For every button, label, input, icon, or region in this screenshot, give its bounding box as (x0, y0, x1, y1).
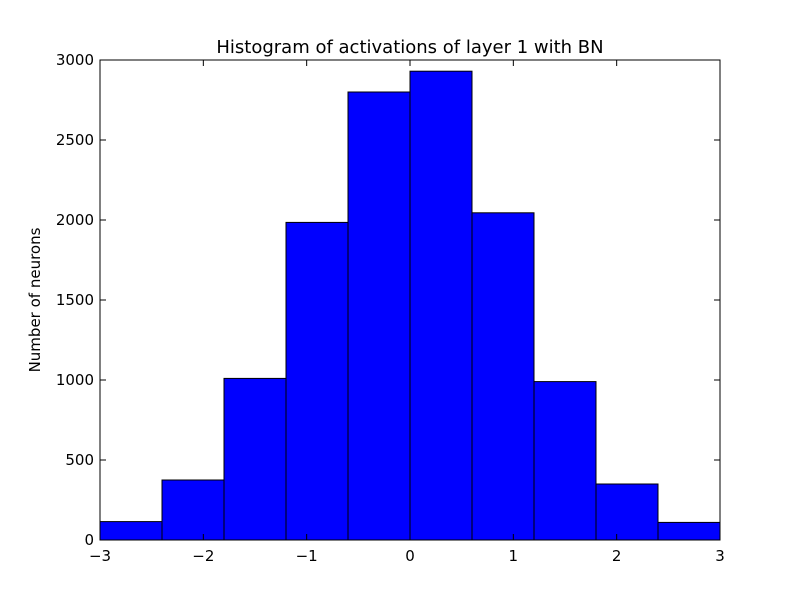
bars-group (99, 70, 721, 541)
histogram-bar (347, 91, 411, 541)
y-tick-label: 1000 (56, 371, 94, 389)
ticks-group: −3 −2 −1 0 1 2 3 0 500 1000 1500 2000 2500 3000 (56, 51, 725, 565)
y-tick-label: 2500 (56, 131, 94, 149)
x-tick-label: 2 (612, 547, 622, 565)
histogram-bar (595, 483, 659, 541)
x-tick-label: 0 (405, 547, 415, 565)
y-tick-label: 500 (65, 451, 94, 469)
plot-frame (99, 59, 721, 541)
x-tick-label: 1 (509, 547, 519, 565)
histogram-bar (657, 521, 721, 541)
histogram-bar (285, 221, 349, 541)
histogram-bar (161, 479, 225, 541)
y-tick-label: 1500 (56, 291, 94, 309)
histogram-bar (471, 212, 535, 541)
y-tick-label: 0 (84, 531, 94, 549)
x-tick-label: −3 (89, 547, 111, 565)
histogram-bar (99, 521, 163, 541)
histogram-bar (223, 377, 287, 541)
histogram-bar (409, 70, 473, 541)
x-tick-label: −1 (296, 547, 318, 565)
x-tick-label: −2 (192, 547, 214, 565)
y-tick-label: 2000 (56, 211, 94, 229)
y-tick-label: 3000 (56, 51, 94, 69)
chart-title: Histogram of activations of layer 1 with… (216, 37, 603, 58)
histogram-bar (533, 381, 597, 541)
y-axis-label: Number of neurons (26, 227, 44, 372)
x-tick-label: 3 (715, 547, 725, 565)
